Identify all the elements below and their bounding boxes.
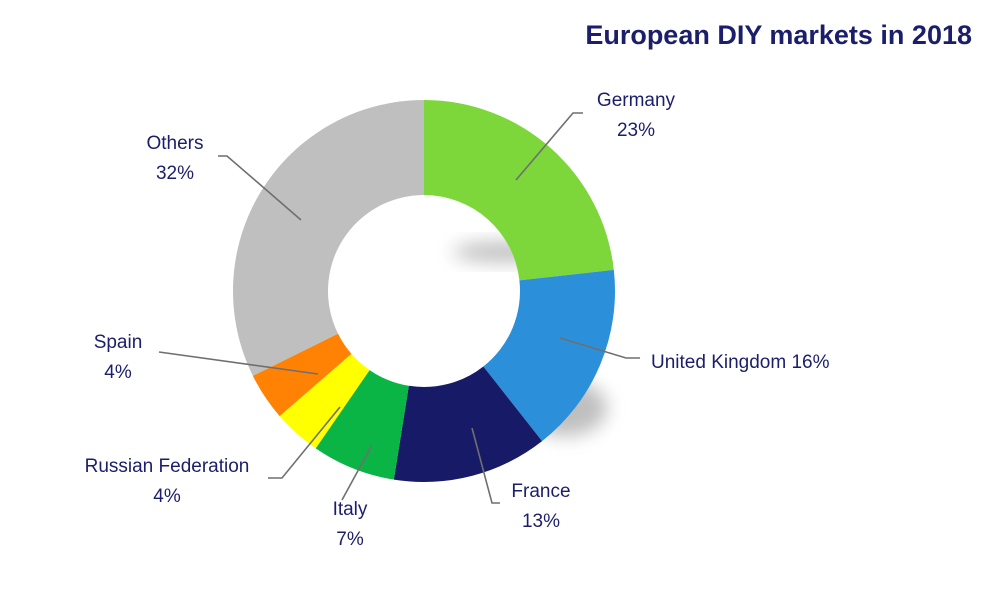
slice-united-kingdom bbox=[483, 269, 615, 442]
label-others: Others 32% bbox=[146, 133, 203, 184]
label-value-others: 32% bbox=[156, 163, 194, 184]
leader-line-spain bbox=[158, 351, 319, 375]
label-france: France 13% bbox=[511, 481, 570, 532]
leader-line-russian-federation bbox=[268, 406, 341, 479]
leader-lines bbox=[158, 112, 640, 504]
leader-line-others bbox=[218, 155, 302, 221]
label-italy: Italy 7% bbox=[333, 499, 368, 550]
label-value-france: 13% bbox=[522, 511, 560, 532]
slice-germany bbox=[424, 100, 614, 281]
label-value-germany: 23% bbox=[617, 120, 655, 141]
label-name-france: France bbox=[511, 481, 570, 502]
label-name-spain: Spain bbox=[94, 332, 143, 353]
label-name-italy: Italy bbox=[333, 499, 368, 520]
label-name-germany: Germany bbox=[597, 90, 676, 111]
slice-labels: Germany 23% United Kingdom 16% France 13% Ita… bbox=[85, 90, 830, 550]
label-spain: Spain 4% bbox=[94, 332, 143, 383]
label-value-italy: 7% bbox=[336, 529, 364, 550]
leader-line-italy bbox=[341, 444, 373, 501]
slice-spain bbox=[252, 333, 352, 417]
label-name-others: Others bbox=[146, 133, 203, 154]
label-name-united-kingdom: United Kingdom bbox=[651, 352, 786, 373]
slice-others bbox=[233, 100, 424, 376]
slice-russian-federation bbox=[279, 353, 370, 449]
label-united-kingdom: United Kingdom 16% bbox=[651, 352, 830, 373]
label-value-united-kingdom: 16% bbox=[786, 352, 829, 373]
label-name-russian-federation: Russian Federation bbox=[85, 456, 250, 477]
chart-title: European DIY markets in 2018 bbox=[585, 20, 972, 50]
slice-italy bbox=[315, 370, 409, 480]
label-germany: Germany 23% bbox=[597, 90, 676, 141]
slices bbox=[233, 100, 615, 483]
label-value-spain: 4% bbox=[104, 362, 132, 383]
leader-line-united-kingdom bbox=[559, 337, 640, 359]
leader-line-france bbox=[471, 427, 500, 504]
label-russian-federation: Russian Federation 4% bbox=[85, 456, 250, 507]
slice-france bbox=[393, 366, 543, 483]
leader-line-germany bbox=[515, 112, 583, 181]
label-value-russian-federation: 4% bbox=[153, 486, 181, 507]
